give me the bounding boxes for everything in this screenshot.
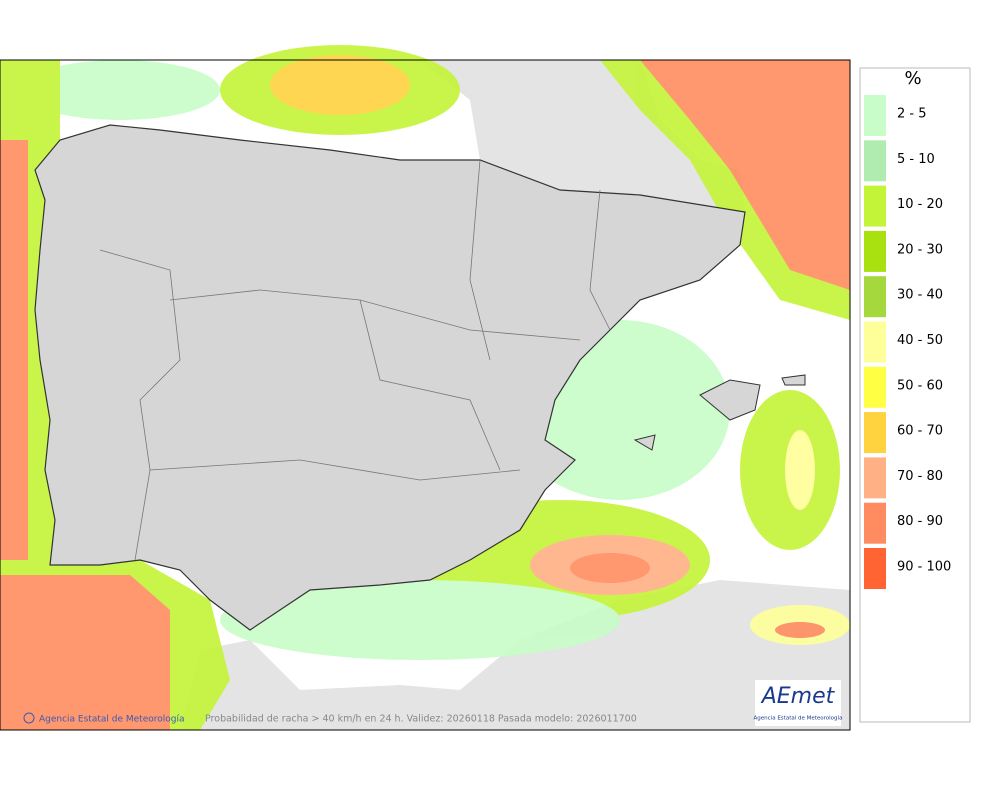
- legend-swatch: [864, 276, 886, 318]
- iberia: [34, 124, 746, 631]
- legend-title: %: [904, 68, 921, 89]
- region-borders: [99, 159, 611, 561]
- legend-swatch: [864, 502, 886, 544]
- balearic-islands: [633, 374, 806, 451]
- france: [420, 60, 745, 212]
- legend-label: 70 - 80: [897, 469, 943, 484]
- logo-subtitle: Agencia Estatal de Meteorología: [754, 715, 843, 722]
- caption: Probabilidad de racha > 40 km/h en 24 h.…: [205, 714, 637, 725]
- legend-label: 2 - 5: [897, 107, 927, 122]
- logo-name: AEmet: [760, 684, 836, 709]
- legend-swatch: [864, 140, 886, 182]
- legend-label: 10 - 20: [897, 197, 943, 212]
- legend-swatch: [864, 185, 886, 227]
- legend-label: 80 - 90: [897, 514, 943, 529]
- legend-label: 50 - 60: [897, 378, 943, 393]
- legend-label: 30 - 40: [897, 288, 943, 303]
- logo-box: [755, 680, 841, 726]
- map: Agencia Estatal de Meteorología Probabil…: [0, 45, 851, 731]
- legend-swatch: [864, 366, 886, 408]
- legend-label: 60 - 70: [897, 424, 943, 439]
- legend-label: 40 - 50: [897, 333, 943, 348]
- copyright-icon: [23, 712, 35, 724]
- legend-swatch: [864, 321, 886, 363]
- legend-swatch: [864, 412, 886, 454]
- legend-label: 90 - 100: [897, 560, 951, 575]
- legend-swatch: [864, 95, 886, 136]
- legend-swatch: [864, 548, 886, 589]
- legend-label: 5 - 10: [897, 152, 935, 167]
- credit: Agencia Estatal de Meteorología: [39, 715, 185, 725]
- legend-swatch: [864, 457, 886, 499]
- legend-swatch: [864, 230, 886, 272]
- legend: % 2 - 5 5 - 10 10 - 20 20 - 30 30 - 40 40 - 5…: [859, 67, 971, 723]
- map-frame: [0, 59, 851, 731]
- legend-label: 20 - 30: [897, 242, 943, 257]
